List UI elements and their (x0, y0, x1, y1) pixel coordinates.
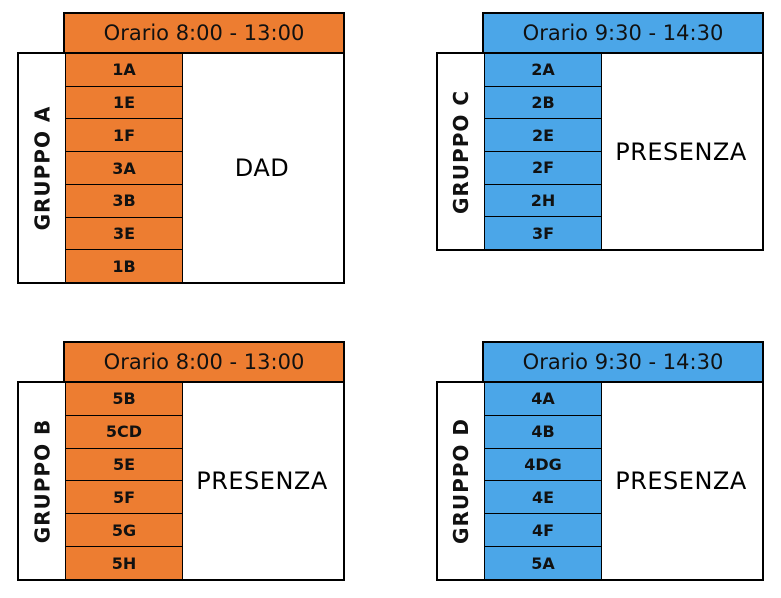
group-box: GRUPPO A 1A 1E 1F 3A 3B 3E 1B DAD (17, 52, 345, 284)
group-name: GRUPPO D (449, 418, 474, 544)
class-cell: 1F (66, 119, 182, 153)
schedule-header: Orario 9:30 - 14:30 (482, 341, 764, 383)
class-cell: 2E (485, 119, 601, 153)
group-name: GRUPPO C (449, 89, 474, 214)
class-cell: 5E (66, 449, 182, 482)
class-cell: 1B (112, 256, 136, 276)
class-cell: 2A (485, 54, 601, 87)
class-cell: 5A (531, 553, 555, 573)
status-label: PRESENZA (615, 467, 747, 495)
group-label: GRUPPO A (19, 54, 65, 282)
schedule-header: Orario 8:00 - 13:00 (63, 12, 345, 54)
group-label: GRUPPO B (19, 383, 65, 579)
group-box: GRUPPO C 2A 2B 2E 2F 2H 3F PRESENZA (436, 52, 764, 251)
group-box: GRUPPO D 4A 4B 4DG 4E 4F 5A PRESENZA (436, 381, 764, 581)
class-list: 1A 1E 1F 3A 3B 3E 1B (65, 54, 183, 282)
status-label: PRESENZA (196, 467, 328, 495)
class-list: 2A 2B 2E 2F 2H 3F (484, 54, 602, 249)
class-cell: 5B (66, 383, 182, 416)
class-cell: 3E (66, 218, 182, 251)
class-list: 5B 5CD 5E 5F 5G 5H (65, 383, 183, 579)
class-cell: 4A (485, 383, 601, 416)
class-cell: 5H (111, 553, 137, 573)
status-label: PRESENZA (615, 137, 747, 166)
class-cell: 1E (66, 87, 182, 120)
class-cell: 4DG (485, 449, 601, 482)
group-box: GRUPPO B 5B 5CD 5E 5F 5G 5H PRESENZA (17, 381, 345, 581)
class-cell: 5F (66, 481, 182, 515)
group-name: GRUPPO A (30, 105, 55, 231)
class-cell: 4F (485, 514, 601, 548)
class-cell: 3A (66, 152, 182, 185)
class-cell: 5CD (66, 416, 182, 449)
group-label: GRUPPO C (438, 54, 484, 249)
class-cell: 1A (66, 54, 182, 87)
group-label: GRUPPO D (438, 383, 484, 579)
group-name: GRUPPO B (30, 418, 54, 544)
class-cell: 3B (66, 185, 182, 218)
status-label: DAD (234, 154, 290, 182)
schedule-header: Orario 8:00 - 13:00 (63, 341, 345, 383)
class-cell: 2F (485, 152, 601, 185)
class-cell: 3F (531, 223, 555, 243)
class-cell: 4B (485, 416, 601, 449)
class-cell: 4E (485, 481, 601, 515)
class-cell: 5G (66, 514, 182, 548)
class-cell: 2B (485, 87, 601, 120)
schedule-header: Orario 9:30 - 14:30 (482, 12, 764, 54)
class-list: 4A 4B 4DG 4E 4F 5A (484, 383, 602, 579)
class-cell: 2H (485, 185, 601, 218)
